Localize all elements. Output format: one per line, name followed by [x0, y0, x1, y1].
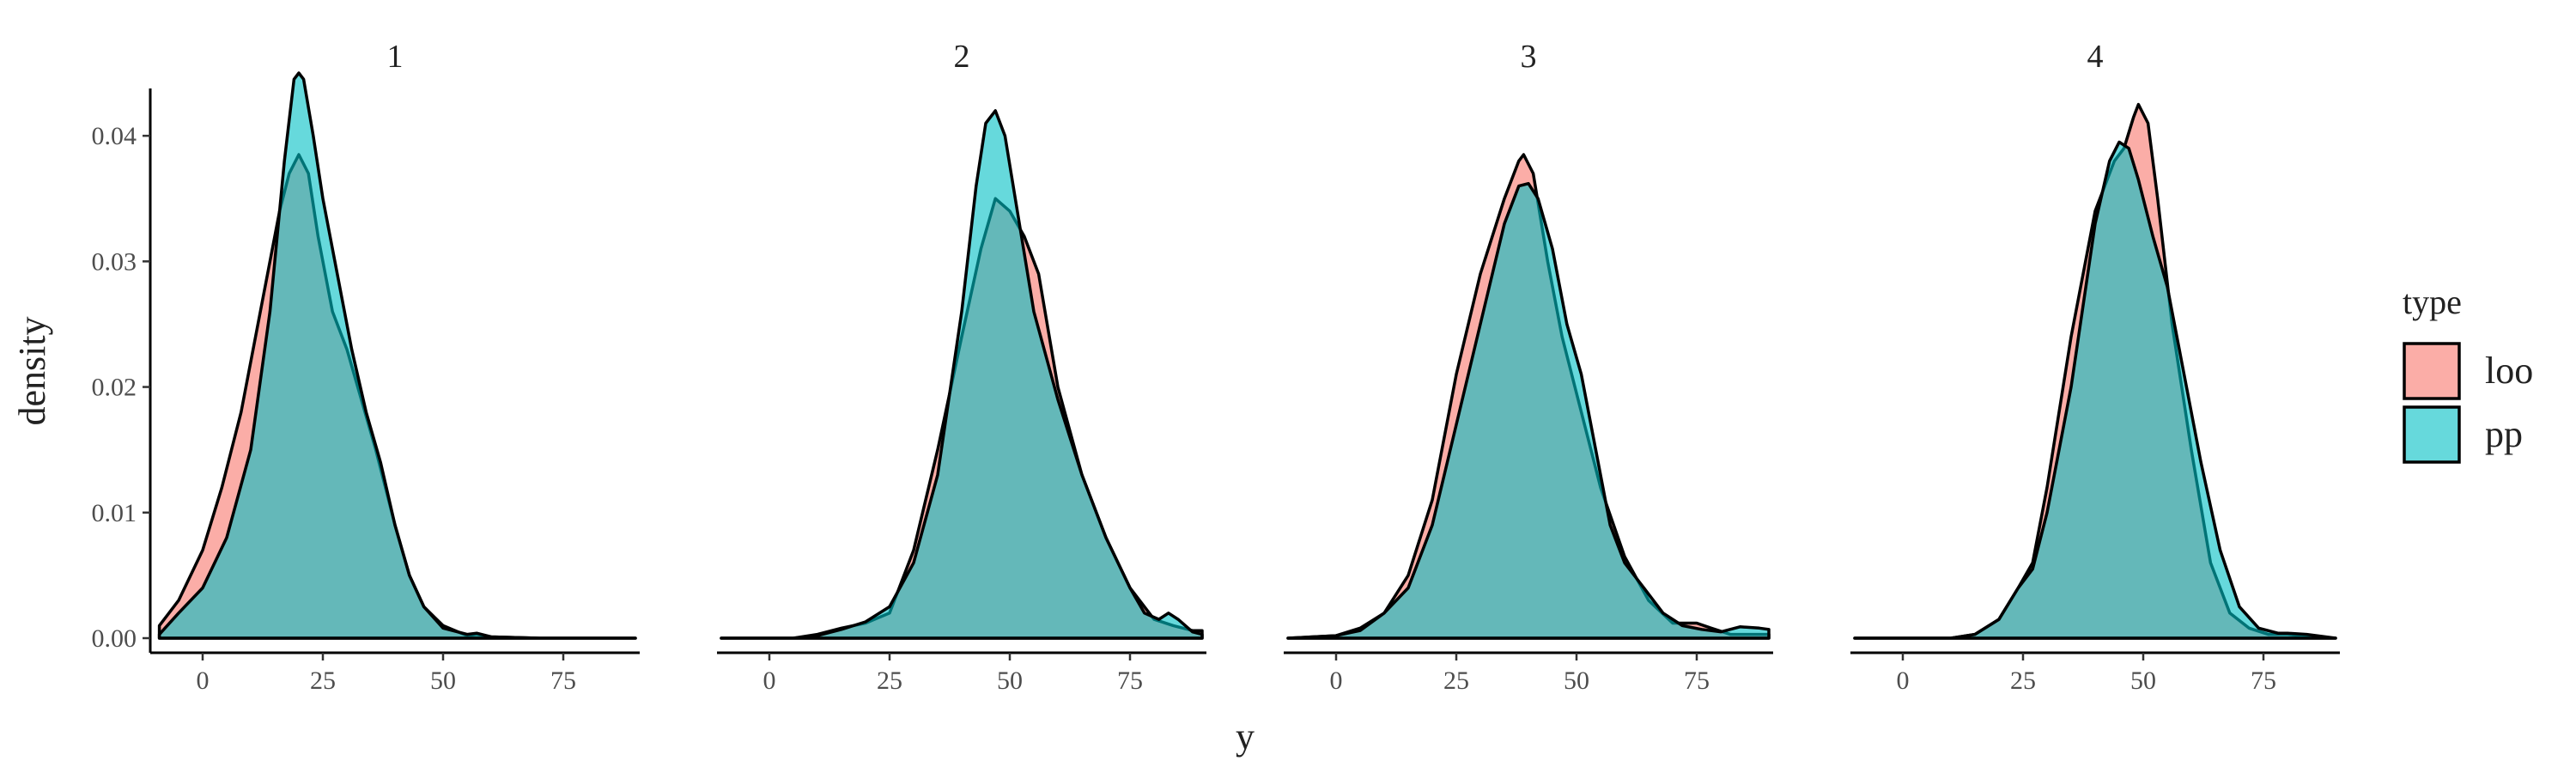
facet-panel-1: 1 0 25 50 75 0.00 0.01 0.02 0.03 0.04	[92, 39, 640, 695]
density-area-pp	[720, 109, 1204, 640]
x-tick-label: 25	[877, 666, 902, 695]
chart-panels: 1 0 25 50 75 0.00 0.01 0.02 0.03 0.04 2 0 25 50 75 3 0 25…	[92, 39, 2340, 695]
x-tick-label: 0	[763, 666, 776, 695]
legend: type loo pp	[2403, 283, 2533, 464]
legend-key-loo	[2403, 342, 2461, 400]
x-tick-label: 75	[2251, 666, 2276, 695]
legend-title: type	[2403, 283, 2462, 321]
facet-panel-3: 3 0 25 50 75	[1284, 39, 1773, 695]
y-tick-label: 0.01	[92, 499, 137, 527]
y-tick-label: 0.04	[92, 122, 137, 150]
facet-strip-label: 2	[954, 39, 970, 75]
x-tick-label: 25	[2010, 666, 2036, 695]
x-tick-label: 0	[1330, 666, 1343, 695]
x-tick-label: 50	[2130, 666, 2156, 695]
density-area-pp	[1286, 181, 1771, 640]
x-tick-label: 50	[430, 666, 456, 695]
y-tick-label: 0.03	[92, 247, 137, 276]
x-tick-label: 0	[1897, 666, 1910, 695]
x-tick-label: 25	[1443, 666, 1469, 695]
facet-panel-2: 2 0 25 50 75	[717, 39, 1206, 695]
facet-strip-label: 3	[1521, 39, 1537, 75]
legend-key-pp	[2403, 405, 2461, 464]
facet-strip-label: 4	[2087, 39, 2104, 75]
x-tick-label: 50	[1564, 666, 1589, 695]
y-tick-label: 0.00	[92, 624, 137, 653]
density-area-pp	[157, 71, 637, 640]
x-tick-label: 25	[310, 666, 336, 695]
y-axis-title: density	[11, 316, 53, 425]
legend-label-loo: loo	[2485, 350, 2533, 392]
x-tick-label: 50	[997, 666, 1023, 695]
legend-label-pp: pp	[2485, 413, 2523, 455]
y-tick-label: 0.02	[92, 374, 137, 402]
x-tick-label: 75	[1684, 666, 1710, 695]
x-tick-label: 75	[550, 666, 576, 695]
x-tick-label: 75	[1117, 666, 1143, 695]
x-axis-title: y	[1236, 715, 1255, 758]
facet-panel-4: 4 0 25 50 75	[1850, 39, 2340, 695]
facet-strip-label: 1	[387, 39, 404, 75]
x-tick-label: 0	[197, 666, 210, 695]
density-area-pp	[1853, 140, 2337, 640]
